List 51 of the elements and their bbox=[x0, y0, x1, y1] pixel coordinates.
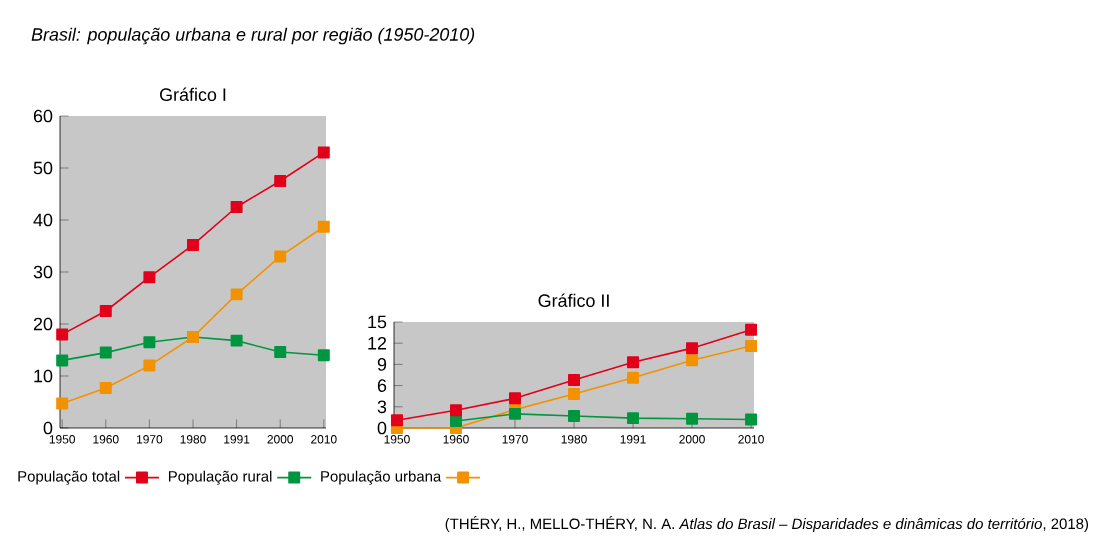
point bbox=[56, 397, 69, 410]
point bbox=[686, 342, 699, 355]
point bbox=[230, 288, 243, 301]
point bbox=[568, 388, 580, 401]
chart-title: Brasil: população urbana e rural por região (1950-2010) bbox=[31, 27, 475, 45]
point bbox=[450, 414, 462, 427]
point bbox=[509, 392, 521, 405]
y-tick-label: 20 bbox=[33, 317, 53, 331]
point bbox=[450, 404, 462, 417]
point bbox=[317, 220, 330, 233]
chart-subtitle: Gráfico I bbox=[160, 87, 226, 101]
point bbox=[230, 334, 243, 347]
point bbox=[390, 414, 403, 427]
y-tick-label: 6 bbox=[377, 379, 387, 392]
point bbox=[274, 346, 287, 359]
y-tick-label: 10 bbox=[34, 369, 53, 383]
y-tick-label: 60 bbox=[33, 109, 53, 123]
point bbox=[745, 340, 758, 352]
point bbox=[686, 412, 699, 425]
point bbox=[99, 346, 112, 359]
point bbox=[143, 336, 156, 349]
chart-title: Gráfico II bbox=[538, 293, 609, 307]
y-tick-label: 9 bbox=[377, 358, 387, 371]
point bbox=[56, 354, 69, 367]
point bbox=[230, 201, 243, 213]
point bbox=[274, 250, 287, 263]
y-tick-label: 15 bbox=[368, 315, 387, 329]
point bbox=[745, 413, 758, 426]
point bbox=[187, 238, 199, 251]
y-tick-label: 50 bbox=[33, 161, 53, 175]
point bbox=[274, 175, 287, 187]
y-tick-label: 0 bbox=[43, 421, 53, 435]
point bbox=[686, 354, 699, 367]
y-tick-label: 0 bbox=[377, 421, 387, 435]
y-tick-label: 12 bbox=[368, 336, 387, 350]
point bbox=[317, 349, 330, 362]
point bbox=[56, 328, 69, 341]
y-tick-label: 40 bbox=[33, 213, 53, 227]
point bbox=[627, 356, 639, 369]
point bbox=[568, 410, 580, 422]
point bbox=[143, 271, 156, 284]
y-tick-label: 30 bbox=[33, 265, 53, 279]
point bbox=[745, 323, 758, 336]
point bbox=[627, 412, 639, 425]
point bbox=[568, 373, 580, 386]
y-tick-label: 3 bbox=[377, 400, 387, 414]
point bbox=[99, 381, 112, 394]
point bbox=[317, 146, 330, 159]
point bbox=[99, 305, 112, 317]
point bbox=[627, 371, 639, 384]
point bbox=[143, 359, 156, 372]
